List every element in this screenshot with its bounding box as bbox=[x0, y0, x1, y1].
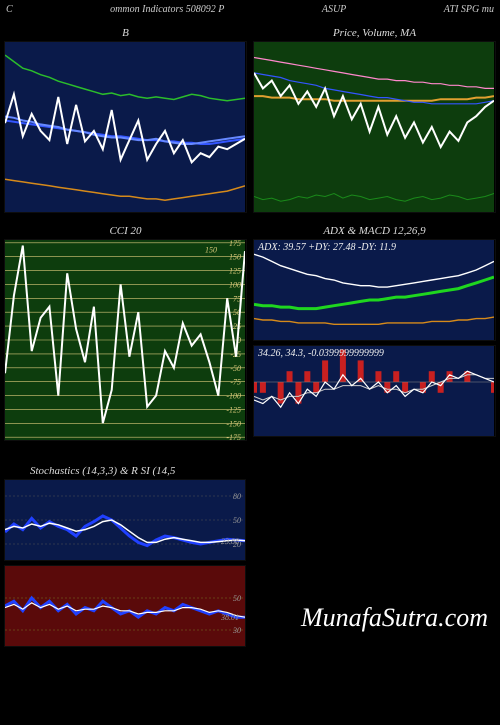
svg-text:-75: -75 bbox=[230, 378, 241, 387]
svg-text:-100: -100 bbox=[226, 392, 241, 401]
hdr-right: ATI SPG mu bbox=[444, 4, 494, 15]
header-bar: C ommon Indicators 508092 P ASUP ATI SPG… bbox=[0, 0, 500, 19]
adx-label: ADX: 39.57 +DY: 27.48 -DY: 11.9 bbox=[258, 242, 396, 253]
price-ma-title: Price, Volume, MA bbox=[253, 27, 496, 39]
hdr-left: C bbox=[6, 4, 13, 15]
adx-macd-title: ADX & MACD 12,26,9 bbox=[253, 225, 496, 237]
svg-text:-125: -125 bbox=[226, 405, 241, 414]
adx-chart: ADX: 39.57 +DY: 27.48 -DY: 11.9 bbox=[253, 239, 496, 341]
svg-text:80: 80 bbox=[233, 492, 241, 501]
stoch-title: Stochastics (14,3,3) & R SI (14,5 bbox=[0, 465, 480, 477]
svg-text:-150: -150 bbox=[226, 419, 241, 428]
svg-text:175: 175 bbox=[229, 240, 241, 248]
svg-text:23.88: 23.88 bbox=[221, 537, 239, 546]
bollinger-title: B bbox=[4, 27, 247, 39]
svg-text:50: 50 bbox=[233, 594, 241, 603]
stoch-chart: 20508023.88 bbox=[4, 479, 246, 561]
cci-title: CCI 20 bbox=[4, 225, 247, 237]
svg-text:-50: -50 bbox=[230, 364, 241, 373]
macd-chart: 34.26, 34.3, -0.0399999999999 bbox=[253, 345, 496, 437]
svg-text:38.01: 38.01 bbox=[220, 613, 239, 622]
macd-label: 34.26, 34.3, -0.0399999999999 bbox=[258, 348, 384, 359]
svg-text:150: 150 bbox=[229, 253, 241, 262]
svg-text:-175: -175 bbox=[226, 433, 241, 440]
svg-text:100: 100 bbox=[229, 280, 241, 289]
svg-text:50: 50 bbox=[233, 516, 241, 525]
hdr-mid2: ASUP bbox=[322, 4, 346, 15]
svg-text:125: 125 bbox=[229, 267, 241, 276]
hdr-mid1: ommon Indicators 508092 P bbox=[110, 4, 224, 15]
bollinger-chart bbox=[4, 41, 247, 213]
rsi-chart: 30 50 38.01 bbox=[4, 565, 246, 647]
svg-text:150: 150 bbox=[205, 246, 217, 255]
cci-chart: -175-150-125-100-75-50-25025507510012515… bbox=[4, 239, 247, 441]
svg-text:30: 30 bbox=[232, 626, 241, 635]
price-ma-chart bbox=[253, 41, 496, 213]
